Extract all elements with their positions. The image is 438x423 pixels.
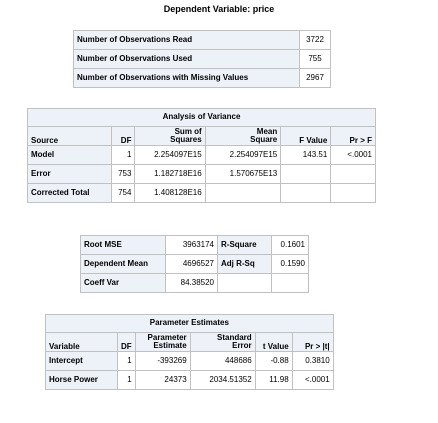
fit-value: 0.1590: [272, 255, 309, 274]
table-row: Number of Observations Read 3722: [74, 31, 331, 50]
fit-value: 3963174: [166, 236, 218, 255]
fit-label: Root MSE: [81, 236, 166, 255]
fit-statistics-table: Root MSE 3963174 R-Square 0.1601 Depende…: [80, 235, 309, 293]
cell-f: 143.51: [281, 146, 332, 165]
table-header-row: Variable DF Parameter Estimate Standard Er…: [46, 333, 334, 352]
anova-caption: Analysis of Variance: [28, 109, 376, 127]
obs-value: 755: [300, 50, 331, 69]
cell-p: [331, 184, 376, 203]
col-header-sum-of-squares: Sum of Squares: [135, 126, 206, 146]
row-label: Model: [28, 146, 113, 165]
obs-label: Number of Observations Read: [74, 31, 300, 50]
col-header-t-value: t Value: [255, 333, 293, 352]
fit-value: 4696527: [166, 255, 218, 274]
table-row: Root MSE 3963174 R-Square 0.1601: [81, 236, 309, 255]
cell-df: 753: [112, 165, 136, 184]
cell-estimate: -393269: [135, 352, 191, 371]
params-caption: Parameter Estimates: [46, 315, 334, 333]
col-header-pr-t: Pr > |t|: [292, 333, 334, 352]
anova-table: Analysis of Variance Source DF Sum of Squ…: [27, 108, 376, 203]
header-line: Parameter: [147, 332, 187, 342]
cell-ss: 2.254097E15: [135, 146, 206, 165]
fit-label: Adj R-Sq: [218, 255, 272, 274]
empty-cell: [218, 274, 272, 293]
obs-label: Number of Observations with Missing Valu…: [74, 69, 300, 88]
cell-p: [331, 165, 376, 184]
header-line: Mean: [256, 126, 278, 136]
table-row: Model 1 2.254097E15 2.254097E15 143.51 <…: [28, 146, 376, 165]
header-line: Standard: [217, 332, 252, 342]
cell-df: 1: [118, 352, 136, 371]
header-line: Squares: [170, 135, 202, 144]
empty-cell: [272, 274, 309, 293]
header-line: Error: [232, 341, 252, 350]
cell-f: [281, 184, 332, 203]
cell-ms: 2.254097E15: [205, 146, 282, 165]
cell-df: 754: [112, 184, 136, 203]
table-row: Corrected Total 754 1.408128E16: [28, 184, 376, 203]
table-row: Number of Observations Used 755: [74, 50, 331, 69]
cell-ms: [205, 184, 282, 203]
parameter-estimates-table: Parameter Estimates Variable DF Paramete…: [45, 314, 334, 390]
observations-table: Number of Observations Read 3722 Number …: [73, 30, 331, 88]
cell-se: 2034.51352: [190, 371, 256, 390]
cell-estimate: 24373: [135, 371, 191, 390]
col-header-parameter-estimate: Parameter Estimate: [135, 332, 191, 352]
cell-t: 11.98: [255, 371, 293, 390]
col-header-df: DF: [112, 127, 136, 146]
dependent-variable-title: Dependent Variable: price: [163, 4, 275, 14]
table-caption-row: Analysis of Variance: [28, 109, 376, 127]
cell-df: 1: [112, 146, 136, 165]
row-label: Intercept: [46, 352, 118, 371]
cell-se: 448686: [190, 352, 256, 371]
col-header-df: DF: [118, 333, 136, 352]
cell-p: <.0001: [292, 371, 334, 390]
cell-p: 0.3810: [292, 352, 334, 371]
table-caption-row: Parameter Estimates: [46, 315, 334, 333]
table-row: Dependent Mean 4696527 Adj R-Sq 0.1590: [81, 255, 309, 274]
col-header-source: Source: [28, 127, 113, 146]
col-header-standard-error: Standard Error: [190, 332, 256, 352]
header-line: Sum of: [174, 126, 202, 136]
table-row: Intercept 1 -393269 448686 -0.88 0.3810: [46, 352, 334, 371]
cell-t: -0.88: [255, 352, 293, 371]
fit-label: Coeff Var: [81, 274, 166, 293]
table-row: Number of Observations with Missing Valu…: [74, 69, 331, 88]
obs-label: Number of Observations Used: [74, 50, 300, 69]
table-row: Error 753 1.182718E16 1.570675E13: [28, 165, 376, 184]
row-label: Error: [28, 165, 113, 184]
table-row: Coeff Var 84.38520: [81, 274, 309, 293]
fit-value: 84.38520: [166, 274, 218, 293]
cell-ss: 1.408128E16: [135, 184, 206, 203]
col-header-f-value: F Value: [281, 127, 332, 146]
fit-label: Dependent Mean: [81, 255, 166, 274]
col-header-variable: Variable: [46, 333, 118, 352]
row-label: Horse Power: [46, 371, 118, 390]
obs-value: 3722: [300, 31, 331, 50]
cell-ms: 1.570675E13: [205, 165, 282, 184]
obs-value: 2967: [300, 69, 331, 88]
cell-df: 1: [118, 371, 136, 390]
fit-label: R-Square: [218, 236, 272, 255]
col-header-pr-f: Pr > F: [331, 127, 376, 146]
table-row: Horse Power 1 24373 2034.51352 11.98 <.0…: [46, 371, 334, 390]
header-line: Square: [250, 135, 278, 144]
table-header-row: Source DF Sum of Squares Mean Square F Val…: [28, 127, 376, 146]
cell-f: [281, 165, 332, 184]
header-line: Estimate: [153, 341, 187, 350]
cell-p: <.0001: [331, 146, 376, 165]
fit-value: 0.1601: [272, 236, 309, 255]
cell-ss: 1.182718E16: [135, 165, 206, 184]
col-header-mean-square: Mean Square: [205, 126, 282, 146]
row-label: Corrected Total: [28, 184, 113, 203]
